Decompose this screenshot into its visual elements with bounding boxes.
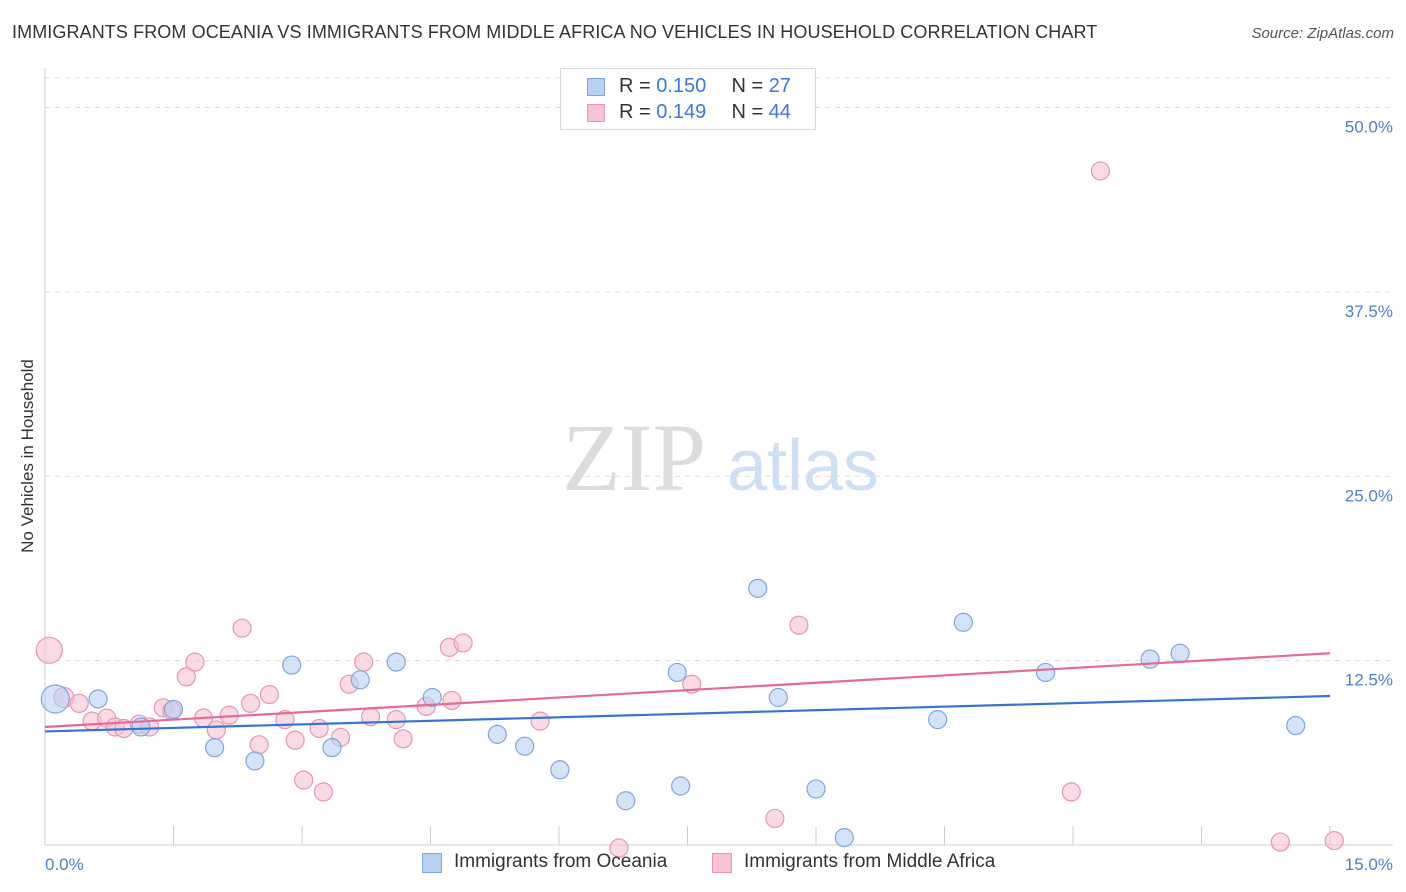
series-oceania-points	[40, 578, 1306, 848]
legend-r-value-oceania: 0.150	[656, 75, 707, 97]
chart-title: IMMIGRANTS FROM OCEANIA VS IMMIGRANTS FR…	[12, 22, 1098, 42]
legend-n-value-oceania: 27	[768, 75, 791, 97]
legend-n-label: N =	[731, 75, 769, 97]
y-tick-label: 37.5%	[1345, 302, 1393, 321]
y-tick-label: 50.0%	[1345, 118, 1393, 137]
x-tick-label-min: 0.0%	[45, 855, 84, 874]
point-oceania	[245, 751, 265, 771]
source-label: Source: ZipAtlas.com	[1251, 25, 1394, 42]
point-middle-africa	[1061, 782, 1081, 802]
bottom-legend-swatch-oceania	[422, 853, 442, 873]
point-middle-africa	[185, 652, 205, 672]
point-oceania	[616, 791, 636, 811]
point-oceania	[487, 724, 507, 744]
point-middle-africa	[1324, 830, 1344, 851]
point-middle-africa	[206, 720, 226, 740]
x-tick-label-max: 15.0%	[1345, 855, 1393, 874]
point-oceania	[88, 689, 108, 709]
point-oceania	[1170, 643, 1190, 663]
point-oceania	[671, 776, 691, 796]
point-middle-africa	[1090, 161, 1111, 181]
point-oceania	[748, 578, 768, 598]
correlation-legend: R = 0.150 N = 27 R = 0.149 N = 44	[560, 68, 816, 130]
point-middle-africa	[1270, 832, 1290, 852]
bottom-legend-swatch-middle-africa	[712, 853, 732, 873]
bottom-legend-label-oceania: Immigrants from Oceania	[454, 851, 668, 872]
point-middle-africa	[354, 652, 374, 672]
point-oceania	[350, 670, 370, 690]
point-oceania	[386, 652, 406, 672]
point-oceania	[422, 687, 442, 708]
legend-r-label: R =	[619, 101, 657, 123]
series-middle-africa-points	[35, 161, 1344, 858]
point-oceania	[515, 736, 535, 756]
point-middle-africa	[765, 808, 785, 829]
gridlines	[45, 77, 1393, 662]
point-oceania	[205, 738, 225, 758]
point-middle-africa	[453, 633, 473, 653]
point-middle-africa	[259, 684, 280, 705]
point-oceania	[834, 828, 854, 848]
point-oceania	[667, 662, 687, 683]
y-tick-label: 12.5%	[1345, 671, 1393, 690]
point-middle-africa	[241, 693, 261, 714]
point-oceania	[953, 612, 973, 632]
legend-swatch-oceania	[587, 78, 605, 96]
point-oceania	[1286, 715, 1306, 736]
trend-line-oceania	[44, 694, 1331, 733]
legend-r-label: R =	[619, 75, 657, 97]
point-middle-africa	[69, 693, 89, 714]
watermark-zip: ZIP	[562, 404, 706, 511]
point-middle-africa	[294, 770, 314, 790]
point-oceania	[163, 699, 184, 719]
point-middle-africa	[609, 838, 629, 858]
point-oceania	[928, 710, 948, 730]
point-oceania	[1035, 662, 1056, 683]
point-middle-africa	[35, 636, 63, 664]
trend-line-middle-africa	[44, 652, 1331, 729]
watermark-atlas: atlas	[727, 426, 879, 506]
point-middle-africa	[530, 711, 550, 731]
point-middle-africa	[249, 735, 269, 755]
point-middle-africa	[176, 667, 196, 687]
point-oceania	[322, 738, 342, 758]
point-middle-africa	[309, 718, 329, 739]
point-middle-africa	[313, 782, 334, 802]
legend-n-value-middle-africa: 44	[768, 101, 791, 123]
point-middle-africa	[232, 618, 252, 638]
point-middle-africa	[285, 730, 305, 750]
point-oceania	[806, 779, 826, 799]
watermark: ZIP atlas	[562, 404, 879, 511]
point-middle-africa	[789, 615, 809, 635]
axes	[44, 68, 1393, 846]
point-oceania	[1140, 649, 1160, 669]
legend-swatch-middle-africa	[587, 104, 605, 122]
tick-labels: 12.5% 25.0% 37.5% 50.0% 0.0% 15.0%	[45, 118, 1393, 875]
point-oceania	[40, 684, 70, 714]
bottom-legend-label-middle-africa: Immigrants from Middle Africa	[744, 851, 996, 872]
point-middle-africa	[442, 690, 462, 711]
legend-r-value-middle-africa: 0.149	[656, 101, 707, 123]
y-tick-label: 25.0%	[1345, 486, 1393, 505]
point-oceania	[282, 655, 302, 675]
point-oceania	[768, 687, 788, 708]
point-middle-africa	[386, 710, 406, 730]
legend-n-label: N =	[731, 101, 769, 123]
point-oceania	[550, 760, 570, 780]
trend-lines	[44, 652, 1331, 733]
point-middle-africa	[393, 729, 413, 749]
